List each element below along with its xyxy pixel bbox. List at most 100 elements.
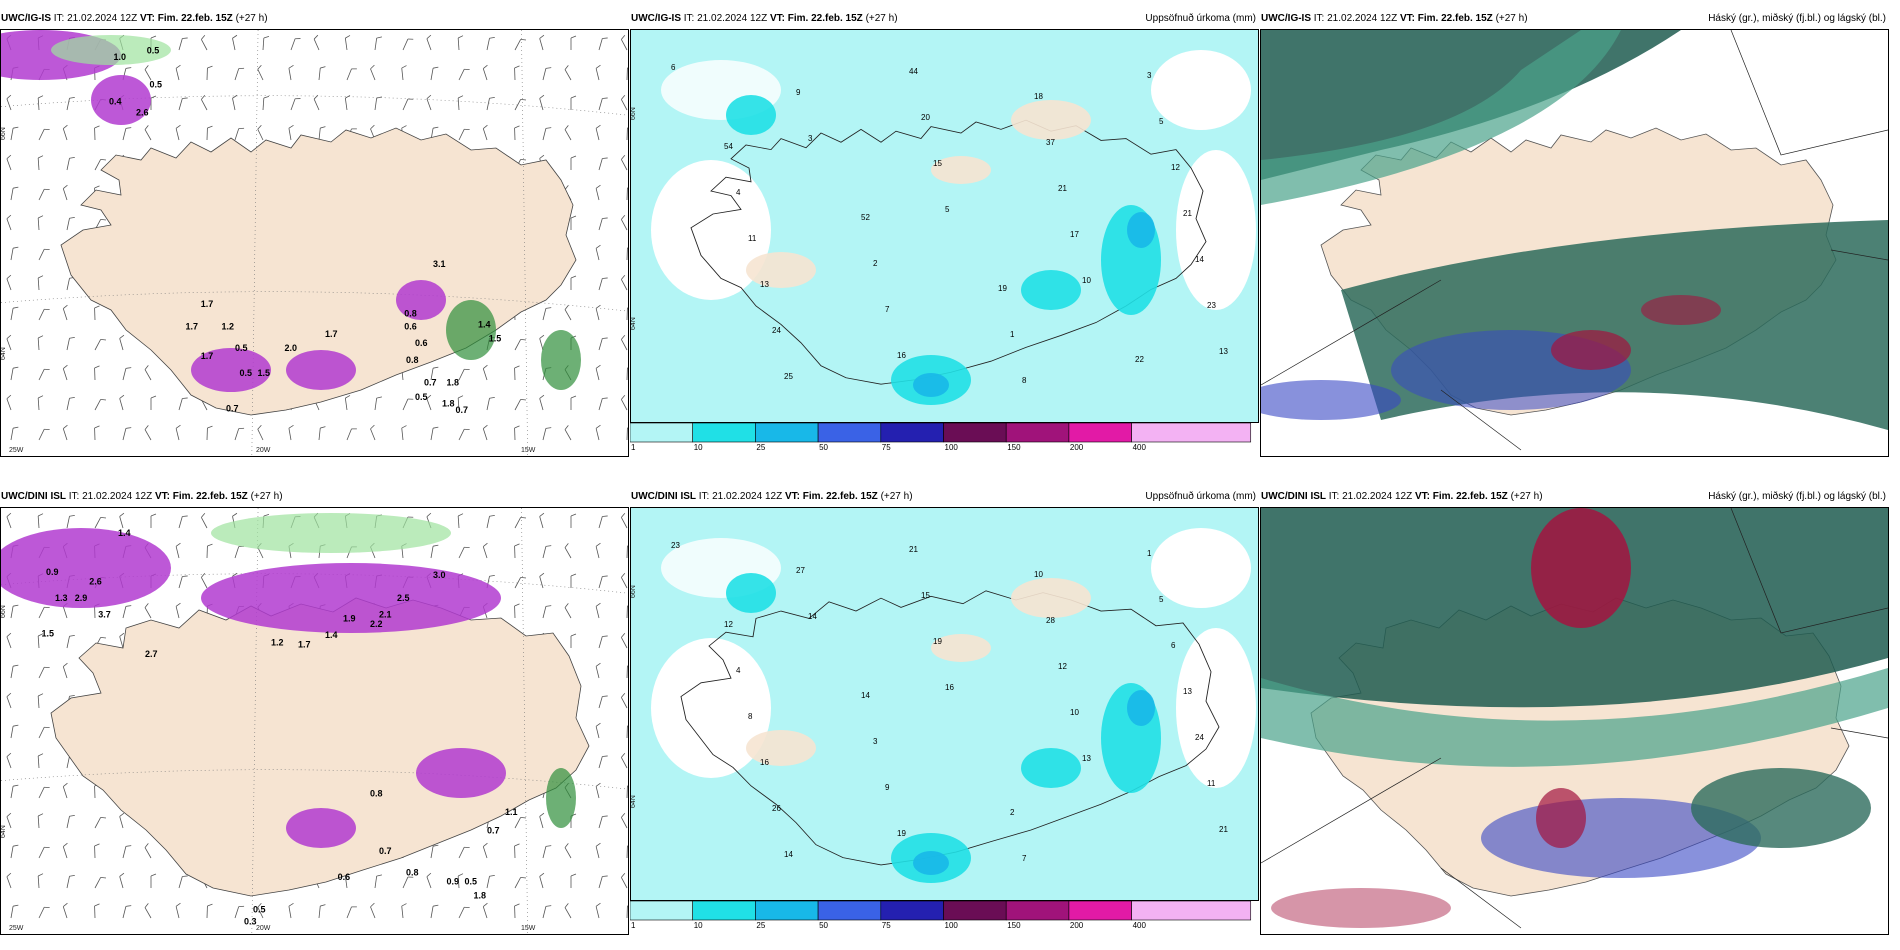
wind-barb xyxy=(564,425,572,441)
wind-barb-feather xyxy=(63,184,68,189)
wind-barb-feather xyxy=(100,159,107,161)
wind-barb-shaft xyxy=(595,188,600,201)
wind-barb xyxy=(62,902,68,919)
wind-barb-feather xyxy=(595,64,601,69)
wind-barb-shaft xyxy=(144,69,152,81)
wind-barb-feather xyxy=(464,546,470,549)
wind-barb-feather xyxy=(627,245,628,249)
wind-barb-feather xyxy=(545,845,552,847)
colorbar-swatch xyxy=(692,423,756,443)
wind-barb xyxy=(62,842,68,859)
wind-barb-feather xyxy=(376,396,382,399)
wind-barb-feather xyxy=(44,428,50,431)
wind-barb xyxy=(234,545,245,559)
colorbar-tick: 150 xyxy=(1007,443,1021,452)
wind-barb-shaft xyxy=(542,606,547,619)
wind-barb xyxy=(514,817,527,829)
snow-area xyxy=(1,528,171,608)
wind-barb xyxy=(514,577,527,589)
wind-barb xyxy=(38,128,50,141)
wind-barb xyxy=(514,99,527,111)
value-label: 10 xyxy=(1082,276,1091,285)
wind-barb-shaft xyxy=(318,128,321,141)
wind-barb-feather xyxy=(6,394,12,400)
wind-barb-shaft xyxy=(542,428,547,441)
wind-barb xyxy=(402,98,414,111)
wind-barb xyxy=(262,36,270,51)
wind-barb-shaft xyxy=(38,667,45,679)
wind-barb-feather xyxy=(288,425,294,429)
wind-barb xyxy=(6,632,12,649)
graticule-line xyxy=(1,95,628,116)
wind-barb xyxy=(482,124,488,141)
wind-barb xyxy=(94,365,100,381)
value-label: 1 xyxy=(1147,549,1152,558)
wind-barb xyxy=(288,65,294,81)
snow-area xyxy=(191,348,271,392)
wind-barb-shaft xyxy=(144,607,152,619)
value-label: 12 xyxy=(1058,662,1067,671)
wind-barb-feather xyxy=(37,335,44,339)
wind-barb xyxy=(10,246,19,261)
wind-barb-feather xyxy=(621,693,626,698)
wind-barb-shaft xyxy=(38,309,45,321)
wind-barb-shaft xyxy=(595,666,600,679)
wind-barb xyxy=(144,843,152,859)
wind-barb-feather xyxy=(182,575,188,577)
wind-barb-shaft xyxy=(6,278,12,291)
panel-title: UWC/DINI ISL IT: 21.02.2024 12Z VT: Fim.… xyxy=(1261,491,1886,502)
graticule-line xyxy=(1,769,628,790)
wind-barb xyxy=(598,217,608,231)
colorbar-tick: 50 xyxy=(819,443,828,452)
wind-barb-feather xyxy=(602,515,608,517)
wind-barb-feather xyxy=(539,872,545,877)
wind-barb-feather xyxy=(238,905,245,907)
wind-barb-feather xyxy=(320,66,326,69)
wind-barb-feather xyxy=(69,396,75,399)
wind-barb xyxy=(38,906,50,919)
panel-title: UWC/IG-IS IT: 21.02.2024 12Z VT: Fim. 22… xyxy=(1,13,268,24)
wind-barb xyxy=(626,65,628,81)
wind-barb xyxy=(178,37,188,51)
wind-barb-shaft xyxy=(38,429,45,441)
wind-barb xyxy=(430,904,439,919)
wind-barb-feather xyxy=(564,543,569,548)
wind-barb-shaft xyxy=(564,129,572,141)
lon-label: 25W xyxy=(9,925,24,932)
value-label: 27 xyxy=(796,566,805,575)
wind-barb xyxy=(482,424,488,441)
wind-barb-feather xyxy=(570,35,577,39)
wind-barb-shaft xyxy=(374,98,378,111)
wind-barb xyxy=(290,98,301,111)
wind-barb-shaft xyxy=(288,68,292,81)
wind-barb-shaft xyxy=(122,846,127,859)
wind-barb xyxy=(144,365,152,381)
value-label: 0.9 xyxy=(46,567,59,577)
wind-barb xyxy=(94,399,107,411)
wind-barb-shaft xyxy=(10,428,14,441)
wind-barb xyxy=(122,905,132,919)
wind-barb xyxy=(426,34,432,51)
wind-barb-feather xyxy=(263,96,270,99)
wind-barb-feather xyxy=(520,99,527,101)
wind-barb xyxy=(598,875,608,889)
lat-label: 64N xyxy=(631,317,637,330)
wind-barb-shaft xyxy=(6,516,12,529)
wind-barb xyxy=(201,95,208,111)
wind-barb xyxy=(10,306,19,321)
wind-barb xyxy=(10,904,19,919)
wind-barb-feather xyxy=(464,68,470,71)
wind-barb xyxy=(539,94,545,111)
wind-barb-shaft xyxy=(38,727,45,739)
wind-barb-feather xyxy=(514,843,520,847)
wind-barb-shaft xyxy=(457,98,460,111)
wind-barb-feather xyxy=(539,34,545,39)
wind-barb-feather xyxy=(37,215,44,219)
wind-barb xyxy=(542,427,552,441)
lon-label: 15W xyxy=(521,925,536,932)
map-canvas: 2314161321271910111415122426212813161910… xyxy=(631,508,1258,900)
map-layers xyxy=(1261,30,1888,456)
wind-barb-shaft xyxy=(178,98,183,111)
map-frame: 1.4 0.9 1.3 2.9 2.6 3.7 1.5 2.7 3.0 2.5 2.2 1.9 1.4 1… xyxy=(0,507,629,935)
wind-barb xyxy=(514,125,520,141)
